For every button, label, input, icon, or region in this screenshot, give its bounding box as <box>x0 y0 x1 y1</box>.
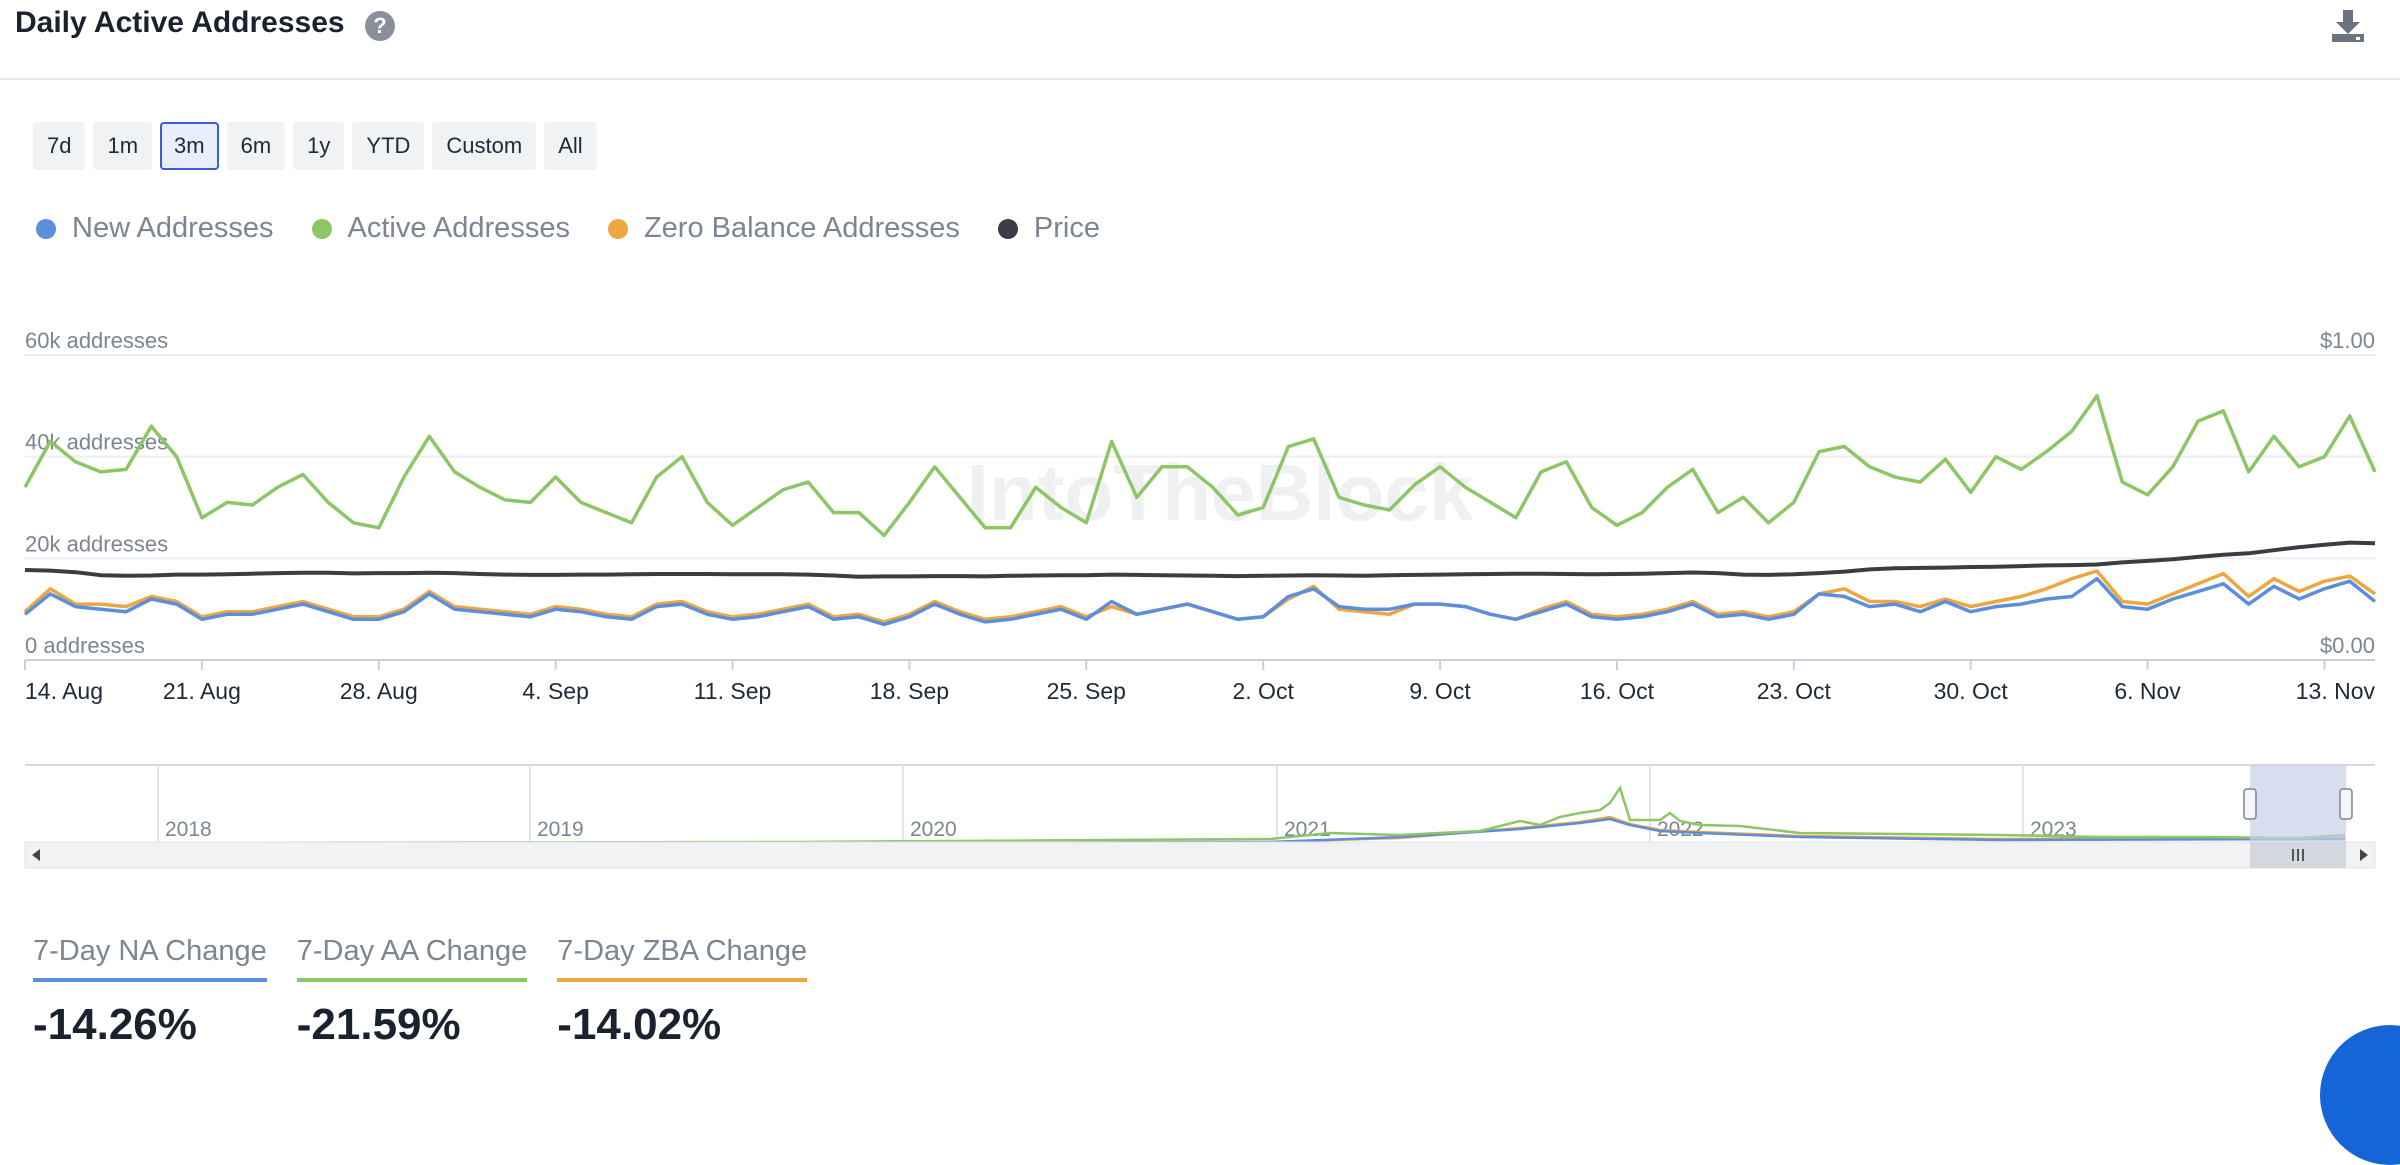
range-button-1m[interactable]: 1m <box>93 122 153 170</box>
stat-value: -14.02% <box>557 1000 722 1049</box>
chart-legend: New Addresses Active Addresses Zero Bala… <box>36 212 1100 245</box>
watermark-logo: IntoTheBlock <box>967 448 1474 537</box>
x-tick-label: 23. Oct <box>1757 678 1832 704</box>
navigator-year-label: 2018 <box>165 818 212 841</box>
navigator-scrollbar-track[interactable] <box>24 841 2376 869</box>
x-tick-label: 6. Nov <box>2114 678 2181 704</box>
series-line-new-addresses <box>23 576 2377 627</box>
legend-item-price[interactable]: Price <box>997 212 1100 245</box>
navigator-left-handle[interactable] <box>2243 788 2257 820</box>
x-tick-label: 13. Nov <box>2296 678 2376 704</box>
download-icon[interactable] <box>2330 8 2366 44</box>
legend-item-active-addresses[interactable]: Active Addresses <box>311 212 570 245</box>
navigator-selection[interactable] <box>2250 765 2346 842</box>
stat-label: 7-Day AA Change <box>296 935 528 982</box>
range-button-1y[interactable]: 1y <box>293 122 345 170</box>
x-tick-label: 28. Aug <box>340 678 418 704</box>
series-line-active-addresses <box>23 393 2377 538</box>
stat-value: -14.26% <box>33 1000 197 1049</box>
stat-na-change: 7-Day NA Change -14.26% <box>33 935 267 1050</box>
navigator-series-blue <box>49 817 2346 846</box>
legend-dot <box>997 218 1018 239</box>
range-button-7d[interactable]: 7d <box>33 122 86 170</box>
scroll-left-arrow-icon[interactable] <box>32 849 40 861</box>
legend-item-new-addresses[interactable]: New Addresses <box>36 212 274 245</box>
legend-label: Zero Balance Addresses <box>643 212 960 244</box>
legend-dot <box>36 218 56 239</box>
y-right-tick-label: $1.00 <box>2320 328 2375 353</box>
x-tick-label: 11. Sep <box>694 678 772 704</box>
range-button-custom[interactable]: Custom <box>432 122 537 170</box>
y-tick-label: 0 addresses <box>25 633 145 658</box>
range-button-6m[interactable]: 6m <box>226 122 286 170</box>
navigator-year-label: 2020 <box>910 818 957 841</box>
stat-label: 7-Day ZBA Change <box>557 935 808 982</box>
legend-item-zero-balance-addresses[interactable]: Zero Balance Addresses <box>607 212 960 245</box>
range-button-ytd[interactable]: YTD <box>352 122 425 170</box>
stats-row: 7-Day NA Change -14.26% 7-Day AA Change … <box>33 935 808 1050</box>
stat-label: 7-Day NA Change <box>33 935 267 982</box>
x-tick-label: 16. Oct <box>1580 678 1655 704</box>
x-tick-label: 14. Aug <box>25 678 103 704</box>
x-tick-label: 25. Sep <box>1047 678 1126 704</box>
legend-dot <box>607 218 628 239</box>
navigator-series-green <box>49 785 2346 845</box>
navigator-year-label: 2019 <box>537 818 584 841</box>
question-circle-icon[interactable]: ? <box>365 11 395 41</box>
x-tick-label: 21. Aug <box>163 678 241 704</box>
stat-aa-change: 7-Day AA Change -21.59% <box>296 935 528 1050</box>
series-line-zero-balance-addresses <box>23 569 2377 624</box>
page-title: Daily Active Addresses <box>15 6 345 39</box>
chat-widget-button[interactable] <box>2320 1025 2400 1165</box>
series-line-price <box>24 540 2376 579</box>
x-tick-label: 4. Sep <box>522 678 589 704</box>
x-tick-label: 18. Sep <box>870 678 949 704</box>
y-tick-label: 60k addresses <box>25 328 168 353</box>
scroll-right-arrow-icon[interactable] <box>2360 849 2368 861</box>
range-selector: 7d 1m 3m 6m 1y YTD Custom All <box>33 122 597 170</box>
legend-label: Active Addresses <box>347 212 570 244</box>
legend-label: New Addresses <box>72 212 274 244</box>
range-button-all[interactable]: All <box>544 122 597 170</box>
x-tick-label: 2. Oct <box>1232 678 1294 704</box>
range-button-3m[interactable]: 3m <box>160 122 219 170</box>
x-tick-label: 30. Oct <box>1934 678 2009 704</box>
legend-label: Price <box>1033 212 1100 244</box>
chart-header: Daily Active Addresses ? <box>0 0 2400 80</box>
range-navigator[interactable]: 2018 2019 2020 2021 2022 2023 <box>0 755 2400 875</box>
x-tick-label: 9. Oct <box>1409 678 1471 704</box>
legend-dot <box>311 218 332 239</box>
stat-zba-change: 7-Day ZBA Change -14.02% <box>557 935 808 1050</box>
stat-value: -21.59% <box>296 1000 461 1049</box>
navigator-right-handle[interactable] <box>2339 788 2353 820</box>
y-right-tick-label: $0.00 <box>2320 633 2375 658</box>
y-tick-label: 20k addresses <box>25 531 168 556</box>
